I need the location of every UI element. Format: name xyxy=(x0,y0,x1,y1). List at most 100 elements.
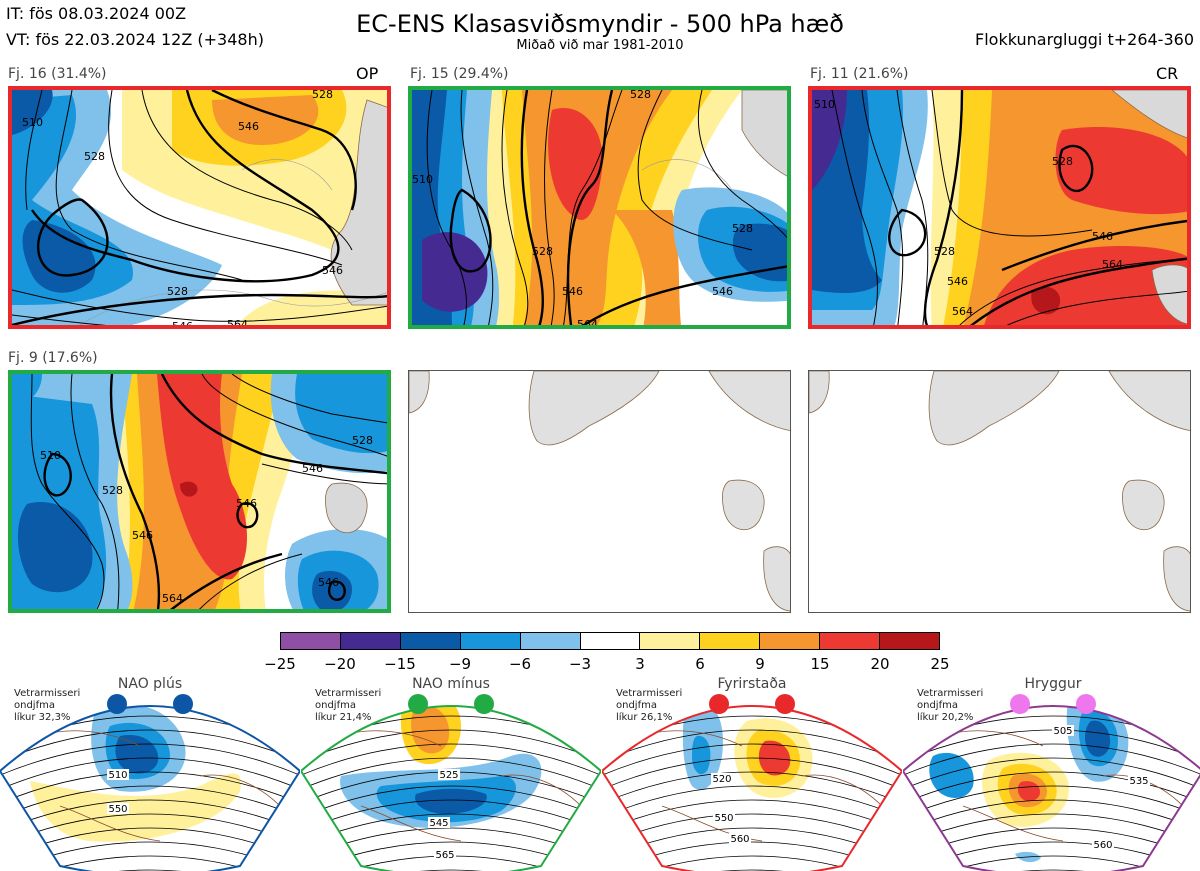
colorbar-swatch xyxy=(880,633,939,649)
colorbar-tick-label: −6 xyxy=(508,655,532,673)
contour-label-bg xyxy=(729,833,751,844)
contour-label: 564 xyxy=(227,318,248,329)
cluster-label-11: Fj. 11 (21.6%) xyxy=(810,66,909,82)
height-contour xyxy=(602,813,902,855)
regime-contour-label: 525 xyxy=(439,770,458,781)
window-label: Flokkunargluggi t+264-360 xyxy=(975,30,1194,49)
cluster-label-9: Fj. 9 (17.6%) xyxy=(8,350,98,366)
height-contour xyxy=(602,799,902,841)
contour-label: 528 xyxy=(1052,155,1073,168)
contour-label: 546 xyxy=(302,462,323,475)
height-contour xyxy=(0,855,300,871)
regime-name: NAO plús xyxy=(117,676,183,692)
height-contour xyxy=(602,869,902,871)
colorbar-swatch xyxy=(820,633,881,649)
contour-label-bg xyxy=(107,769,129,780)
page-subtitle: Miðað við mar 1981-2010 xyxy=(516,38,684,53)
regime-name: Fyrirstaða xyxy=(717,676,787,692)
contour-label-bg xyxy=(713,812,735,823)
colorbar-tick-label: 15 xyxy=(810,655,830,673)
regime-marker-dot xyxy=(474,694,494,714)
anomaly-shading xyxy=(929,752,974,798)
height-contour xyxy=(0,869,300,871)
contour-label: 546 xyxy=(562,285,583,298)
regime-contour-label: 520 xyxy=(712,774,731,785)
regime-info: Vetrarmisseri ondjfma líkur 32,3% xyxy=(14,688,80,724)
contour-label-bg xyxy=(107,803,129,814)
height-contour xyxy=(602,757,902,799)
colorbar-tick-label: −25 xyxy=(264,655,296,673)
anomaly-shading xyxy=(415,788,487,814)
contour-label: 528 xyxy=(84,150,105,163)
colorbar-tick-label: 25 xyxy=(930,655,950,673)
height-contour xyxy=(0,743,300,785)
empty-map-panel xyxy=(808,370,1191,613)
colorbar-swatch xyxy=(760,633,821,649)
colorbar-tick-label: −20 xyxy=(324,655,356,673)
contour-label: 546 xyxy=(1092,230,1113,243)
regime-info: Vetrarmisseri ondjfma líkur 21,4% xyxy=(315,688,381,724)
anomaly-shading xyxy=(758,740,791,776)
cluster-tag-op: OP xyxy=(356,64,379,83)
height-contour xyxy=(602,771,902,813)
regime-contour-label: 550 xyxy=(108,804,127,815)
regime-probability: líkur 21,4% xyxy=(315,712,372,723)
cluster-map-16: 510 528 546 528 546 528 546 564 xyxy=(8,86,391,329)
empty-map-panel xyxy=(408,370,791,613)
contour-label: 564 xyxy=(577,318,598,329)
height-contour xyxy=(301,827,601,869)
colorbar-tick-label: −9 xyxy=(448,655,472,673)
contour-label: 528 xyxy=(102,484,123,497)
contour-label: 528 xyxy=(352,434,373,447)
contour-label-bg xyxy=(434,849,456,860)
colorbar-tick-label: 6 xyxy=(695,655,705,673)
regime-season: Vetrarmisseri xyxy=(315,688,382,699)
colorbar-swatch xyxy=(580,633,641,649)
cluster-map-15: 510 528 546 528 546 528 564 xyxy=(408,86,791,329)
colorbar-tick-label: −15 xyxy=(384,655,416,673)
init-time: IT: fös 08.03.2024 00Z xyxy=(6,4,187,23)
height-contour xyxy=(0,757,300,799)
regime-marker-dot xyxy=(1076,694,1096,714)
height-contour xyxy=(301,757,601,799)
page-title: EC-ENS Klasasviðsmyndir - 500 hPa hæð xyxy=(356,10,844,38)
contour-label: 528 xyxy=(934,245,955,258)
contour-label-bg xyxy=(428,817,450,828)
contour-label: 546 xyxy=(322,264,343,277)
colorbar-swatch xyxy=(400,633,461,649)
regime-contour-label: 510 xyxy=(108,770,127,781)
regime-probability: líkur 20,2% xyxy=(917,712,974,723)
height-contour xyxy=(903,743,1200,785)
regime-contour-label: 560 xyxy=(1093,840,1112,851)
contour-label: 510 xyxy=(412,173,433,186)
regime-months: ondjfma xyxy=(616,700,657,711)
regime-marker-dot xyxy=(1010,694,1030,714)
contour-label: 528 xyxy=(732,222,753,235)
contour-label: 564 xyxy=(952,305,973,318)
regime-info: Vetrarmisseri ondjfma líkur 20,2% xyxy=(917,688,983,724)
colorbar-swatch xyxy=(340,633,401,649)
cluster-map-11: 510 528 528 546 546 564 564 xyxy=(808,86,1191,329)
contour-label: 546 xyxy=(947,275,968,288)
colorbar-swatch xyxy=(640,633,701,649)
height-contour xyxy=(301,869,601,871)
contour-label-bg xyxy=(1128,775,1150,786)
regime-season: Vetrarmisseri xyxy=(917,688,984,699)
regime-panel: 520 550 560 Fyrirstaða Vetrarmisseri ondjfma l… xyxy=(602,676,902,871)
regime-months: ondjfma xyxy=(14,700,55,711)
regime-contour-label: 550 xyxy=(714,813,733,824)
regime-frame xyxy=(301,705,601,871)
height-contour xyxy=(301,743,601,785)
contour-label: 546 xyxy=(238,120,259,133)
regime-frame xyxy=(602,705,902,871)
regime-season: Vetrarmisseri xyxy=(14,688,81,699)
height-contour xyxy=(903,785,1200,827)
contour-label: 528 xyxy=(532,245,553,258)
cluster-map-9: 510 528 546 546 528 546 546 564 xyxy=(8,370,391,613)
regime-panel: 525 545 565 NAO mínus Vetrarmisseri ondjfma lí… xyxy=(301,676,601,871)
contour-label: 546 xyxy=(172,320,193,329)
regime-marker-dot xyxy=(709,694,729,714)
contour-label: 528 xyxy=(630,90,651,101)
colorbar-tick-label: 9 xyxy=(755,655,765,673)
colorbar-tick-label: 20 xyxy=(870,655,890,673)
